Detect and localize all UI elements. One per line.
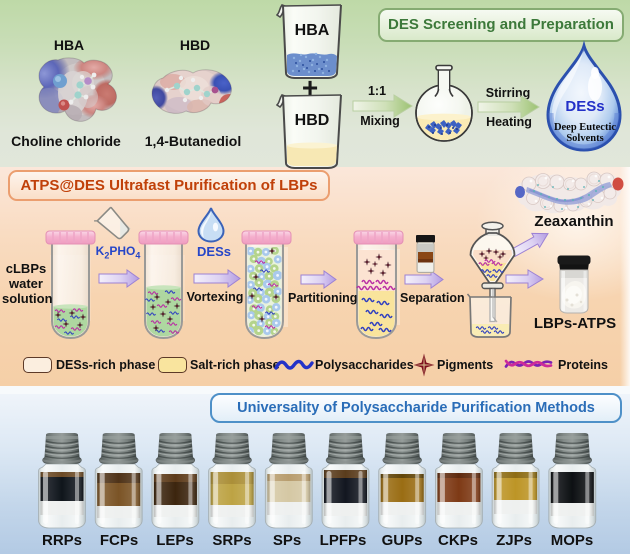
- svg-text:HBA: HBA: [295, 22, 330, 39]
- svg-text:Solvents: Solvents: [566, 133, 603, 144]
- svg-text:Deep Eutectic: Deep Eutectic: [554, 122, 616, 133]
- svg-text:HBD: HBD: [295, 112, 330, 129]
- svg-text:DESs: DESs: [565, 98, 604, 115]
